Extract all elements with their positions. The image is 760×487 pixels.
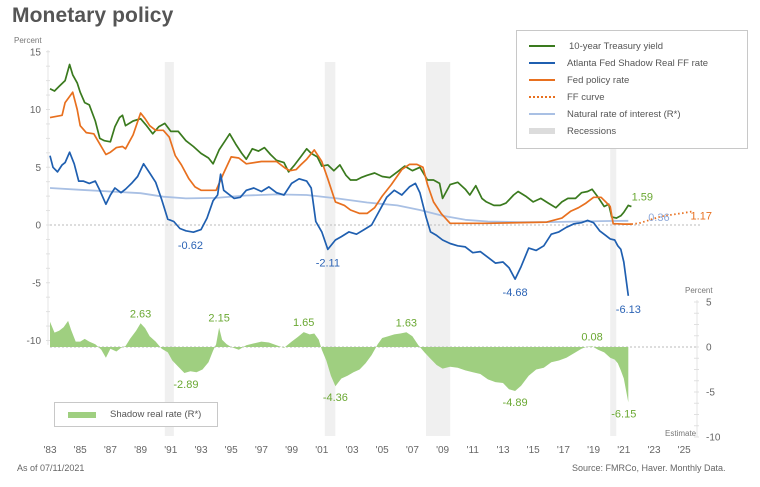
shadow-real-area-path <box>50 320 629 403</box>
data-label: 1.17 <box>691 210 712 222</box>
x-tick-label: '21 <box>617 445 630 456</box>
x-tick-label: '19 <box>587 445 600 456</box>
data-label: -2.11 <box>316 257 340 269</box>
x-tick-label: '87 <box>104 445 117 456</box>
left-tick-label: 10 <box>30 105 42 116</box>
x-tick-label: '99 <box>285 445 298 456</box>
recession-bands <box>164 62 617 436</box>
x-tick-label: '95 <box>225 445 238 456</box>
recession-band <box>610 62 617 436</box>
series-line-treasury <box>49 63 632 219</box>
series-lines <box>49 63 692 296</box>
x-tick-label: '85 <box>74 445 87 456</box>
area-data-label: -2.89 <box>173 379 198 391</box>
data-label: 1.59 <box>632 192 653 204</box>
legend-swatch-ff-curve <box>529 96 555 98</box>
right-tick-label: 5 <box>706 298 712 309</box>
x-tick-label: '03 <box>345 445 358 456</box>
legend-item-natural: Natural rate of interest (R*) <box>529 107 681 121</box>
area-data-label: 2.15 <box>208 313 229 325</box>
area-data-label: 1.65 <box>293 317 314 329</box>
legend-main: 10-year Treasury yield Atlanta Fed Shado… <box>516 30 748 149</box>
x-tick-label: '25 <box>678 445 691 456</box>
right-tick-label: -10 <box>706 433 721 444</box>
data-label: -0.62 <box>178 240 203 252</box>
legend-label: Atlanta Fed Shadow Real FF rate <box>567 57 708 69</box>
left-tick-label: -5 <box>32 278 41 289</box>
legend-item-shadow: Atlanta Fed Shadow Real FF rate <box>529 56 708 70</box>
area-data-label: -6.15 <box>611 408 636 420</box>
series-line-natural <box>49 187 629 223</box>
shadow-real-area <box>50 320 629 403</box>
source-note: Source: FMRCo, Haver. Monthly Data. <box>572 463 726 473</box>
area-data-label: 0.08 <box>581 331 602 343</box>
recession-band <box>324 62 336 436</box>
right-tick-label: -5 <box>706 388 715 399</box>
recession-band <box>425 62 451 436</box>
estimate-label: Estimate <box>665 429 697 438</box>
legend-label: 10-year Treasury yield <box>569 40 663 52</box>
area-data-label: -4.36 <box>323 392 348 404</box>
x-tick-label: '23 <box>647 445 660 456</box>
annotations: -0.62 -2.11 -4.68 -6.13 1.59 0.36 1.17 2.63 -2.8… <box>130 192 712 421</box>
legend-swatch-treasury <box>529 45 555 47</box>
legend-swatch-recessions <box>529 128 555 134</box>
right-tick-label: 0 <box>706 343 712 354</box>
legend-item-ff-curve: FF curve <box>529 90 604 104</box>
x-tick-label: '11 <box>467 445 480 456</box>
x-tick-label: '89 <box>134 445 147 456</box>
left-tick-label: 5 <box>35 163 41 174</box>
legend-label: Natural rate of interest (R*) <box>567 108 681 120</box>
data-label: -4.68 <box>503 287 528 299</box>
left-tick-label: 0 <box>35 221 41 232</box>
legend-label: Shadow real rate (R*) <box>110 409 202 420</box>
legend-label: FF curve <box>567 91 605 103</box>
x-tick-label: '15 <box>527 445 540 456</box>
legend-swatch-fed <box>529 79 555 81</box>
x-tick-label: '91 <box>164 445 177 456</box>
x-tick-label: '83 <box>43 445 56 456</box>
left-tick-label: 15 <box>30 47 42 58</box>
x-tick-label: '01 <box>315 445 328 456</box>
legend-item-treasury: 10-year Treasury yield <box>529 39 663 53</box>
x-tick-label: '07 <box>406 445 419 456</box>
x-tick-label: '13 <box>496 445 509 456</box>
axis-ticks: 15 10 5 0 -5 -10 5 0 -5 -10 '83 '85 '87 '89 '91 '93 '95 '… <box>27 47 721 456</box>
area-data-label: -4.89 <box>503 397 528 409</box>
x-tick-label: '17 <box>557 445 570 456</box>
legend-swatch-shadow <box>529 62 555 64</box>
x-tick-label: '09 <box>436 445 449 456</box>
legend-swatch-natural <box>529 113 555 115</box>
legend-item-recessions: Recessions <box>529 124 616 138</box>
area-data-label: 2.63 <box>130 308 151 320</box>
legend-area: Shadow real rate (R*) <box>54 402 218 427</box>
right-axis-unit: Percent <box>685 286 713 295</box>
x-tick-label: '97 <box>255 445 268 456</box>
as-of-date: As of 07/11/2021 <box>17 463 85 473</box>
series-line-shadow <box>49 151 630 296</box>
x-tick-label: '93 <box>194 445 207 456</box>
legend-label: Recessions <box>567 125 617 137</box>
legend-label: Fed policy rate <box>567 74 630 86</box>
series-line-fed <box>49 91 632 225</box>
data-label: -6.13 <box>616 304 641 316</box>
left-tick-label: -10 <box>27 336 42 347</box>
x-tick-label: '05 <box>376 445 389 456</box>
legend-item-fed: Fed policy rate <box>529 73 629 87</box>
recession-band <box>164 62 174 436</box>
grid <box>46 50 700 438</box>
area-data-label: 1.63 <box>396 317 417 329</box>
left-axis-unit: Percent <box>14 36 42 45</box>
data-label: 0.36 <box>648 212 669 224</box>
chart-title: Monetary policy <box>12 4 174 27</box>
legend-swatch-shadow-real <box>68 411 96 418</box>
